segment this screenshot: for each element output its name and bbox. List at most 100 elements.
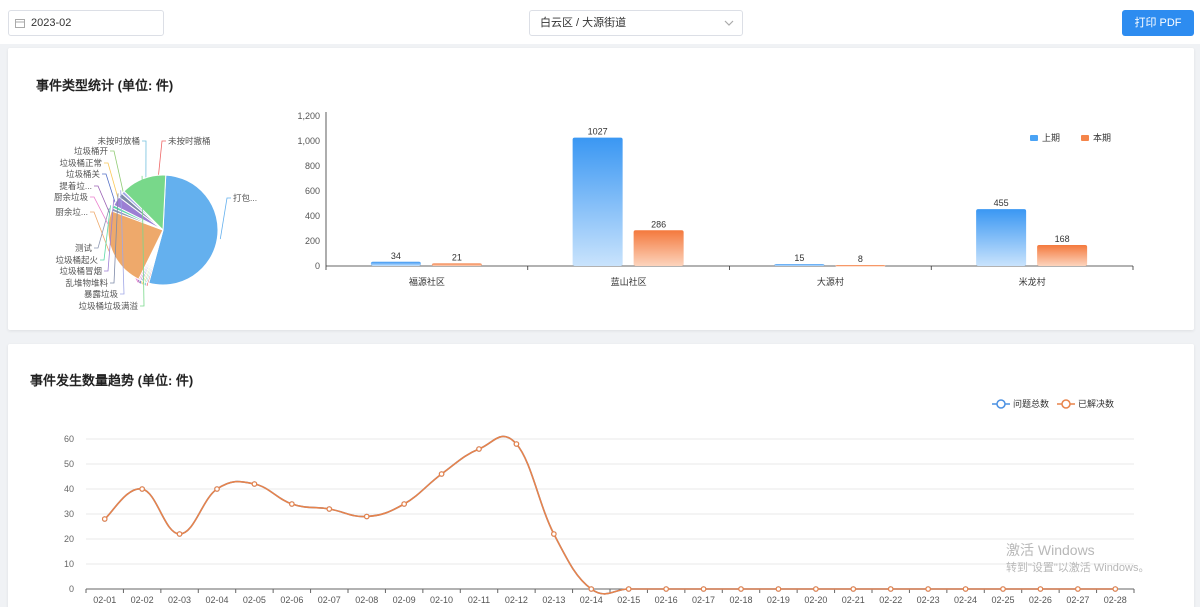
line-point[interactable]	[251, 481, 258, 487]
pie-slice[interactable]	[148, 174, 219, 286]
line-point[interactable]	[588, 586, 595, 592]
pie-label-line	[110, 193, 119, 284]
line-y-tick: 20	[64, 534, 74, 544]
bar-x-tick: 大源村	[817, 276, 844, 287]
month-picker[interactable]: 2023-02	[8, 10, 164, 36]
line-point[interactable]	[513, 441, 520, 447]
line-point[interactable]	[1000, 586, 1006, 592]
line-x-tick: 02-01	[93, 595, 116, 605]
line-legend-label[interactable]: 问题总数	[1013, 398, 1049, 409]
line-y-tick: 50	[64, 459, 74, 469]
pie-label-line	[100, 205, 111, 261]
activation-watermark-hint: 转到"设置"以激活 Windows。	[1006, 562, 1150, 574]
line-point[interactable]	[813, 586, 819, 592]
trend-title: 事件发生数量趋势 (单位: 件)	[30, 373, 194, 388]
line-point[interactable]	[1112, 586, 1119, 592]
line-point[interactable]	[176, 531, 183, 537]
bar-value-label: 8	[858, 254, 863, 264]
pie-label: 厨余垃...	[55, 207, 88, 217]
line-x-tick: 02-15	[617, 595, 640, 605]
bar-prev[interactable]	[774, 264, 825, 266]
line-legend-label[interactable]: 已解决数	[1078, 398, 1114, 409]
line-x-tick: 02-28	[1104, 595, 1127, 605]
bar-y-tick: 0	[315, 261, 320, 271]
line-legend-marker	[996, 399, 1006, 409]
line-point[interactable]	[438, 471, 445, 477]
region-select[interactable]: 白云区 / 大源街道	[529, 10, 743, 36]
pie-label: 打包...	[233, 193, 257, 203]
bar-legend-label[interactable]: 本期	[1093, 132, 1111, 143]
bar-value-label: 1027	[588, 127, 608, 137]
pie-label: 乱堆物堆料	[65, 278, 108, 288]
bar-value-label: 15	[794, 253, 804, 263]
line-x-tick: 02-02	[131, 595, 154, 605]
line-series-1	[104, 435, 1116, 595]
line-point[interactable]	[962, 586, 969, 592]
calendar-icon	[15, 19, 25, 28]
bar-prev[interactable]	[370, 261, 421, 266]
line-point[interactable]	[925, 586, 931, 592]
bar-prev[interactable]	[976, 209, 1027, 266]
line-x-tick: 02-23	[917, 595, 940, 605]
bar-legend-swatch	[1030, 135, 1038, 141]
line-point[interactable]	[663, 586, 669, 592]
line-point[interactable]	[326, 506, 333, 512]
line-point[interactable]	[289, 501, 295, 507]
line-x-tick: 02-12	[505, 595, 528, 605]
bar-curr[interactable]	[633, 230, 684, 266]
pie-label-line	[120, 190, 125, 295]
pie-label-line	[140, 175, 145, 307]
bar-x-tick: 福源社区	[409, 276, 445, 287]
line-point[interactable]	[139, 486, 145, 492]
line-point[interactable]	[1037, 586, 1044, 592]
pie-label: 垃圾桶起火	[55, 255, 98, 265]
line-point[interactable]	[214, 486, 220, 492]
bar-prev[interactable]	[572, 137, 623, 266]
line-point[interactable]	[625, 586, 632, 592]
print-pdf-button[interactable]: 打印 PDF	[1122, 10, 1194, 36]
activation-watermark: 激活 Windows	[1006, 542, 1095, 558]
line-point[interactable]	[476, 446, 482, 452]
line-point[interactable]	[700, 586, 707, 592]
pie-label-line	[104, 199, 115, 272]
line-x-tick: 02-04	[205, 595, 228, 605]
line-point[interactable]	[887, 586, 894, 592]
line-point[interactable]	[850, 586, 857, 592]
line-x-tick: 02-21	[842, 595, 865, 605]
bar-y-tick: 600	[305, 186, 320, 196]
bar-y-tick: 200	[305, 236, 320, 246]
pie-label: 垃圾桶冒烟	[59, 266, 102, 276]
pie-label: 垃圾桶关	[66, 169, 101, 179]
line-x-tick: 02-19	[767, 595, 790, 605]
line-point[interactable]	[363, 513, 370, 520]
line-y-tick: 40	[64, 484, 74, 494]
trend-line-chart: 0 10 20 30 40 50 60 02-01 02-02 02-03 02-04 02-05 02…	[64, 398, 1135, 605]
line-x-tick: 02-09	[393, 595, 416, 605]
line-point[interactable]	[775, 586, 782, 592]
line-y-tick: 0	[69, 584, 74, 594]
line-point[interactable]	[738, 586, 744, 592]
line-x-tick: 02-27	[1066, 595, 1089, 605]
line-x-tick: 02-13	[542, 595, 565, 605]
bar-legend-label[interactable]: 上期	[1042, 133, 1060, 143]
pie-label-line	[219, 197, 231, 240]
line-x-tick: 02-17	[692, 595, 715, 605]
line-x-tick: 02-26	[1029, 595, 1052, 605]
pie-label: 暴露垃圾	[84, 289, 119, 299]
line-point[interactable]	[401, 501, 407, 507]
bar-y-tick: 1,200	[297, 111, 320, 121]
line-x-tick: 02-08	[355, 595, 378, 605]
pie-slice[interactable]	[123, 174, 167, 232]
bar-curr[interactable]	[835, 265, 886, 267]
line-legend-marker	[1061, 399, 1071, 409]
bar-curr[interactable]	[431, 263, 482, 266]
bar-value-label: 21	[452, 252, 462, 262]
bar-legend-swatch	[1081, 135, 1089, 141]
line-x-tick: 02-06	[280, 595, 303, 605]
line-point[interactable]	[101, 516, 108, 522]
bar-value-label: 34	[391, 251, 401, 261]
bar-curr[interactable]	[1037, 245, 1088, 266]
line-point[interactable]	[551, 531, 557, 537]
line-point[interactable]	[1075, 586, 1081, 592]
line-x-tick: 02-03	[168, 595, 191, 605]
